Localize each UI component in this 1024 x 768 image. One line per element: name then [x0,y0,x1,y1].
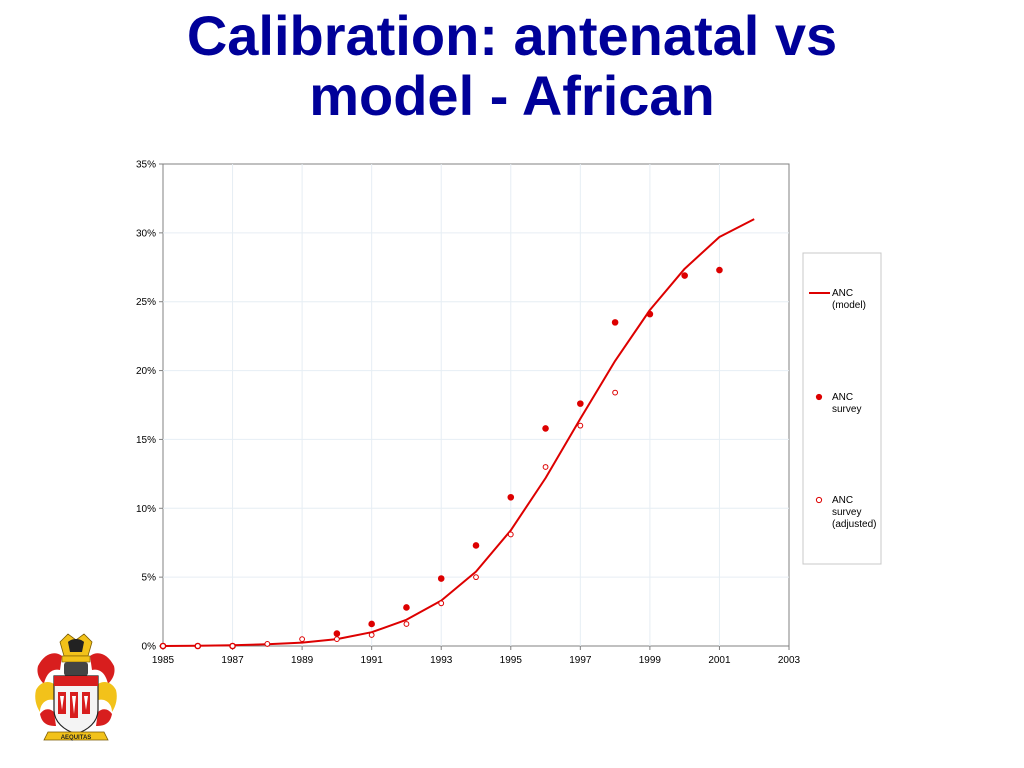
data-point-anc-survey [403,604,410,611]
legend-label: ANC [832,495,853,506]
x-tick-label: 1995 [500,655,523,666]
title-line-1: Calibration: antenatal vs [186,4,838,67]
y-tick-label: 15% [136,435,156,446]
y-tick-label: 25% [136,297,156,308]
data-point-anc-survey [681,272,688,279]
x-tick-label: 2003 [778,655,801,666]
x-tick-label: 1991 [361,655,384,666]
data-point-anc-survey-adjusted [403,621,410,627]
data-point-anc-survey-adjusted [507,531,514,538]
data-point-anc-survey [507,493,515,501]
legend-label: (adjusted) [832,519,876,530]
legend-box [802,252,882,565]
y-tick-label: 35% [136,160,156,171]
data-point-anc-survey-adjusted [299,636,306,643]
legend-label: (model) [832,300,866,311]
data-point-anc-survey-adjusted [264,641,271,647]
data-point-anc-survey-adjusted [368,632,375,638]
data-point-anc-survey [646,310,654,318]
data-point-anc-survey-adjusted [194,643,201,649]
x-tick-label: 2001 [708,655,731,666]
y-tick-label: 20% [136,366,156,377]
data-point-anc-survey-adjusted [473,574,479,581]
data-point-anc-survey [611,319,619,326]
y-tick-label: 5% [142,573,157,584]
data-point-anc-survey-adjusted [577,422,584,429]
slide-title: Calibration: antenatal vs model - Africa… [60,6,964,126]
crest-motto: AEQUITAS [61,735,92,741]
data-point-anc-survey [437,575,445,582]
x-tick-label: 1993 [430,655,453,666]
data-point-anc-survey [472,542,480,549]
series-layer [159,218,755,650]
university-crest-icon: AEQUITAS [35,633,117,741]
x-axis: 1985 1987 1989 1991 1993 1995 1997 1999 2001 2003 [152,646,801,666]
legend-label: survey [832,404,861,415]
legend-label: ANC [832,288,853,299]
data-point-anc-survey [577,400,584,407]
y-tick-label: 0% [142,642,157,653]
legend-swatch-marker [815,496,823,504]
data-point-anc-survey [716,266,723,274]
x-tick-label: 1985 [152,655,175,666]
y-tick-label: 10% [136,504,156,515]
y-tick-label: 30% [136,228,156,239]
legend-label: ANC [832,392,853,403]
data-point-anc-survey-adjusted [438,600,445,607]
x-tick-label: 1989 [291,655,314,666]
x-tick-label: 1997 [569,655,592,666]
data-point-anc-survey-adjusted [333,636,340,643]
data-point-anc-survey [542,425,549,432]
data-point-anc-survey-adjusted [612,389,619,396]
legend-swatch-marker [815,393,823,401]
data-point-anc-survey-adjusted [229,643,236,649]
plot-area [162,163,790,647]
data-point-anc-survey [368,620,375,628]
series-line-anc-model [162,218,755,647]
legend-label: survey [832,507,861,518]
x-tick-label: 1999 [639,655,662,666]
data-point-anc-survey-adjusted [542,464,549,470]
data-point-anc-survey [333,630,341,637]
plot-frame [162,163,790,647]
title-line-2: model - African [309,64,715,127]
y-axis: 0% 5% 10% 15% 20% 25% 30% 35% [136,160,163,653]
data-point-anc-survey-adjusted [160,643,166,649]
x-tick-label: 1987 [221,655,244,666]
